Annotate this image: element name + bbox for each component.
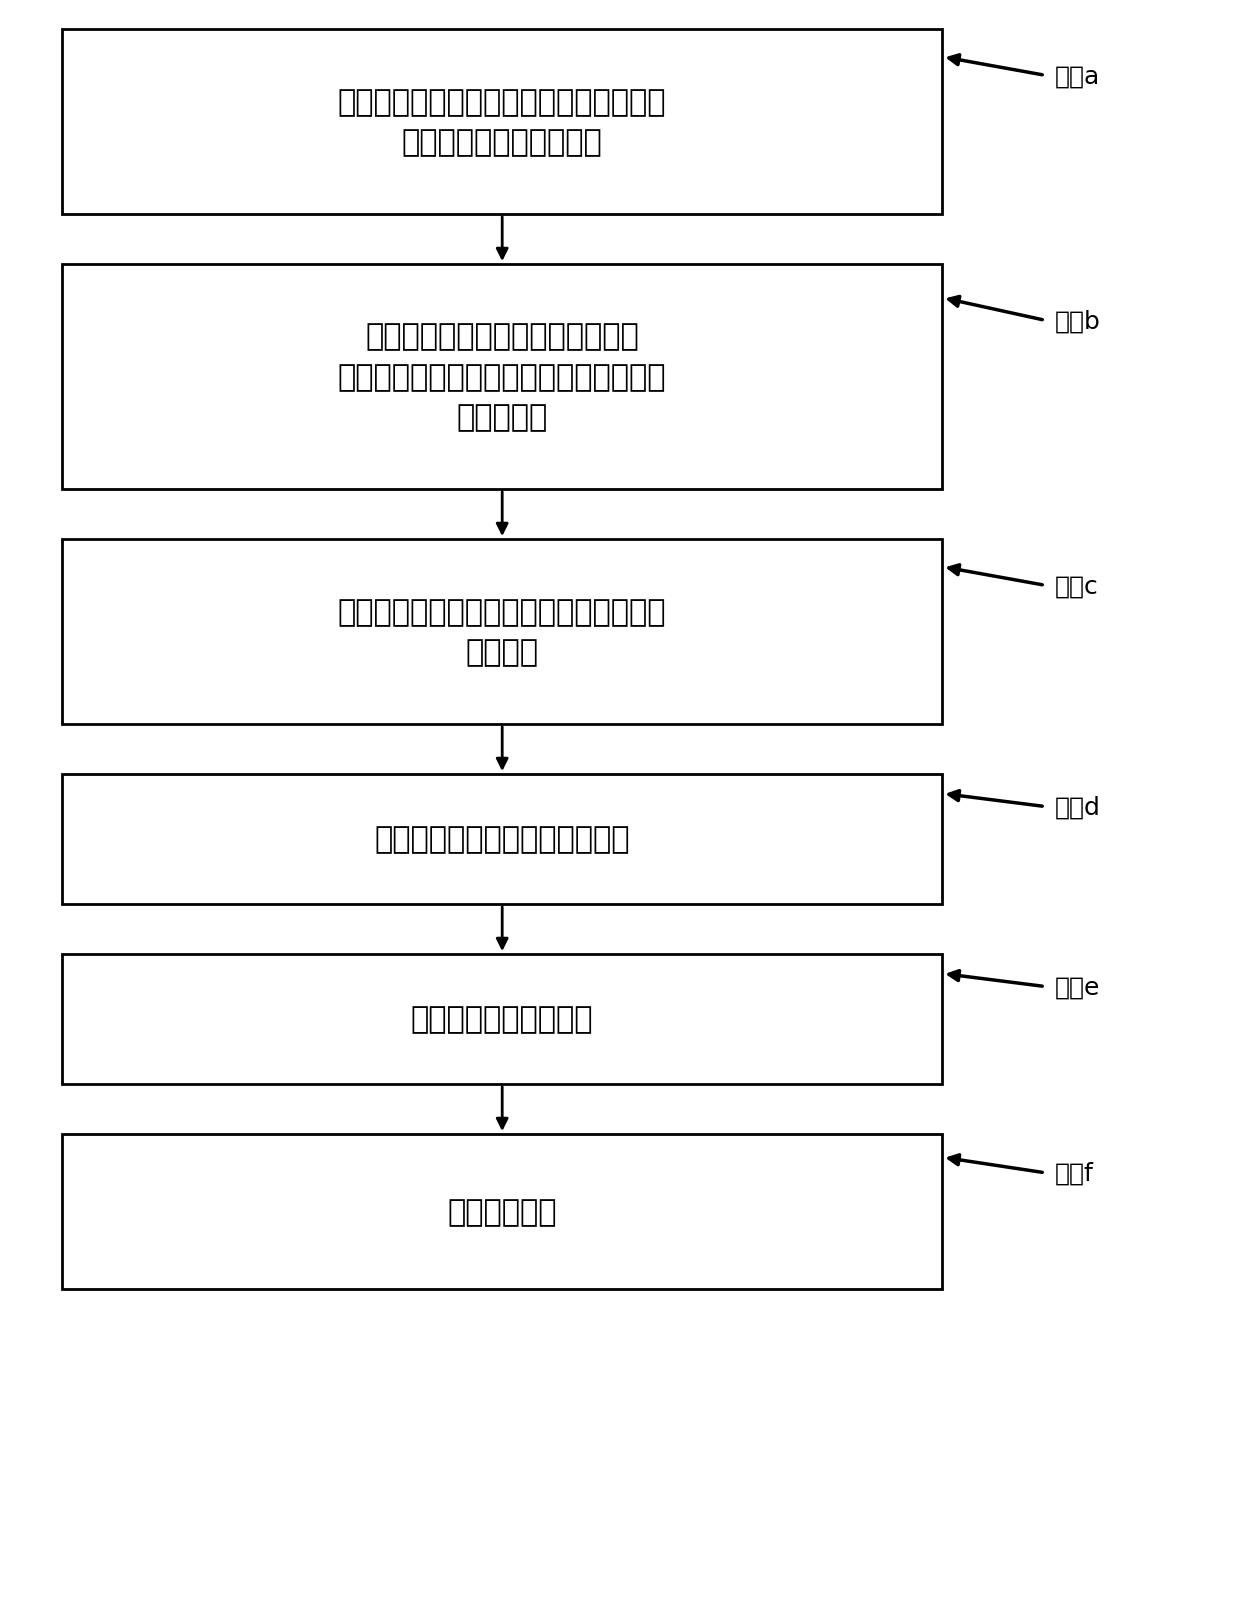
Text: 计算车轮和车辆之间的从属关系: 计算车轮和车辆之间的从属关系 (374, 824, 630, 853)
Bar (62, 540, 942, 725)
Text: 步骤a: 步骤a (1055, 64, 1100, 88)
Bar (62, 775, 942, 905)
Text: 步骤c: 步骤c (1055, 574, 1099, 598)
Bar (62, 31, 942, 215)
Text: 通过本车上的三个视觉传感器实时
采集本车周围的一个以上车辆和一个以上
车轮的图像: 通过本车上的三个视觉传感器实时 采集本车周围的一个以上车辆和一个以上 车轮的图像 (339, 323, 666, 432)
Text: 对采集到的所有图像分别进行车辆识别、
车轮识别: 对采集到的所有图像分别进行车辆识别、 车轮识别 (339, 598, 666, 667)
Text: 步骤b: 步骤b (1055, 309, 1101, 333)
Text: 步骤d: 步骤d (1055, 795, 1101, 820)
Text: 计算碰撞点和碰撞时间: 计算碰撞点和碰撞时间 (410, 1004, 594, 1033)
Bar (62, 955, 942, 1085)
Text: 评价危险等级: 评价危险等级 (448, 1197, 557, 1226)
Text: 步骤f: 步骤f (1055, 1160, 1094, 1184)
Text: 步骤e: 步骤e (1055, 975, 1100, 1000)
Text: 建立以本车中心点在地面上的垂直投影点
为坐标原点的世界坐标系: 建立以本车中心点在地面上的垂直投影点 为坐标原点的世界坐标系 (339, 88, 666, 157)
Bar (62, 1135, 942, 1289)
Bar (62, 265, 942, 490)
